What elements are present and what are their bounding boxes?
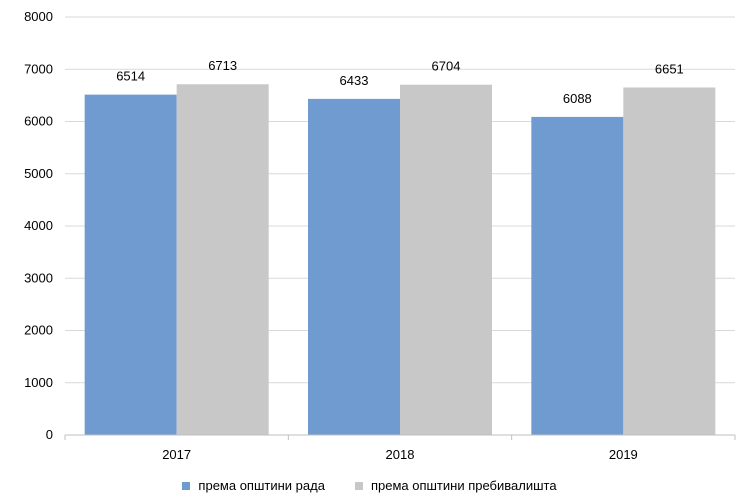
legend-item-series-1: према општини рада xyxy=(182,478,325,493)
legend-item-series-2: према општини пребивалишта xyxy=(354,478,557,493)
y-tick-label: 2000 xyxy=(24,323,53,338)
y-tick-label: 3000 xyxy=(24,270,53,285)
data-label-2019-series-1: 6088 xyxy=(563,91,592,106)
y-tick-label: 6000 xyxy=(24,114,53,129)
y-tick-label: 5000 xyxy=(24,166,53,181)
data-label-2019-series-2: 6651 xyxy=(655,61,684,76)
legend: према општини рада према општини пребива… xyxy=(0,478,739,493)
y-tick-label: 7000 xyxy=(24,61,53,76)
y-tick-label: 0 xyxy=(46,427,53,442)
x-tick-label-2017: 2017 xyxy=(162,447,191,462)
y-tick-label: 1000 xyxy=(24,375,53,390)
bar-2019-series-2 xyxy=(623,87,716,435)
bar-chart: 0 1000 2000 3000 4000 5000 6000 7000 8000 2017 201… xyxy=(24,9,736,462)
bar-2017-series-2 xyxy=(176,84,269,435)
legend-swatch-series-2 xyxy=(354,481,363,490)
bar-2018-series-2 xyxy=(400,84,492,435)
bar-2019-series-1 xyxy=(531,116,624,435)
x-tick-label-2019: 2019 xyxy=(609,447,638,462)
data-label-2018-series-1: 6433 xyxy=(340,73,369,88)
bar-2017-series-1 xyxy=(84,94,177,436)
bar-2018-series-1 xyxy=(308,98,400,436)
data-labels: 6514 6713 6433 6704 6088 6651 xyxy=(116,58,684,106)
y-tick-label: 8000 xyxy=(24,9,53,24)
data-label-2018-series-2: 6704 xyxy=(432,59,461,74)
legend-label-series-2: према општини пребивалишта xyxy=(370,478,557,493)
data-label-2017-series-1: 6514 xyxy=(116,69,145,84)
axes: 0 1000 2000 3000 4000 5000 6000 7000 8000 2017 201… xyxy=(24,9,736,462)
data-label-2017-series-2: 6713 xyxy=(208,58,237,73)
legend-label-series-1: према општини рада xyxy=(198,478,325,493)
bars xyxy=(84,84,716,436)
legend-swatch-series-1 xyxy=(182,481,191,490)
x-tick-label-2018: 2018 xyxy=(386,447,415,462)
y-tick-label: 4000 xyxy=(24,218,53,233)
